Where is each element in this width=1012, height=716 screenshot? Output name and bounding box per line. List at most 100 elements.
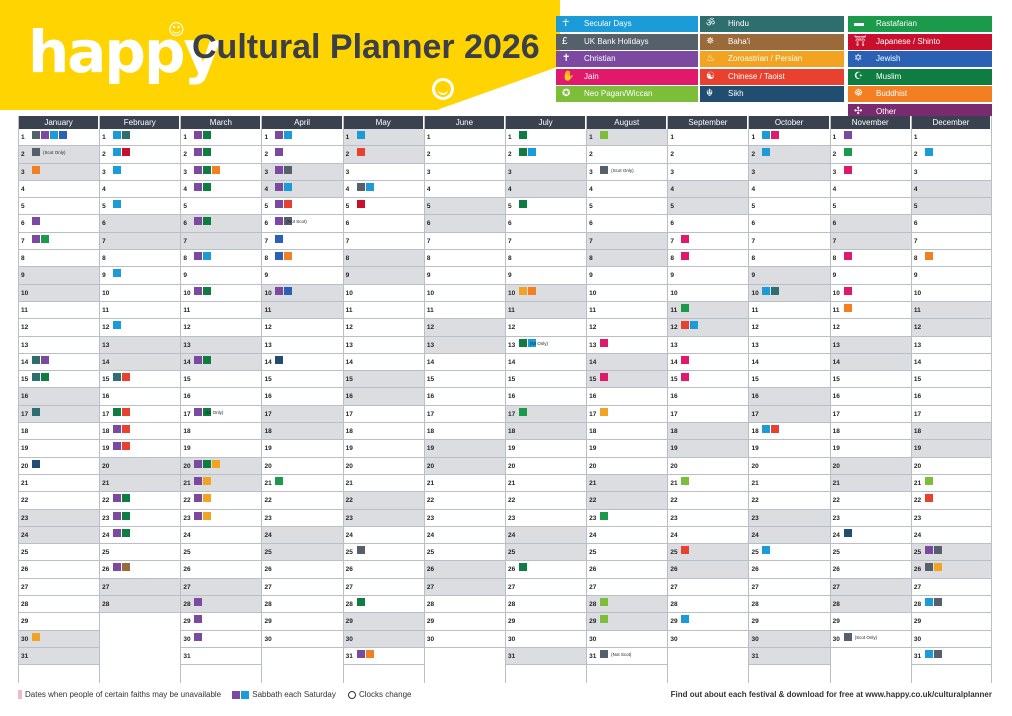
day-cell[interactable]: 23	[262, 510, 343, 527]
bank-event-icon[interactable]	[933, 598, 942, 607]
day-cell[interactable]: 8	[100, 250, 181, 268]
day-cell[interactable]: 15	[749, 371, 830, 389]
day-cell[interactable]: 9	[668, 267, 749, 285]
rasta-event-icon[interactable]	[41, 234, 49, 243]
day-cell[interactable]: 6	[749, 215, 830, 233]
day-cell[interactable]: 27	[911, 579, 991, 597]
day-cell[interactable]: 13	[830, 336, 911, 354]
buddhist-event-icon[interactable]	[365, 649, 374, 658]
day-cell[interactable]: 11	[181, 302, 262, 320]
day-cell[interactable]: 14	[668, 354, 749, 372]
day-cell[interactable]: 15	[505, 371, 587, 389]
day-cell[interactable]: 8	[587, 250, 668, 268]
day-cell[interactable]: 26	[181, 561, 262, 579]
christian-event-icon[interactable]	[32, 217, 40, 226]
muslim-event-icon[interactable]	[203, 165, 212, 174]
jewish-event-icon[interactable]	[59, 131, 67, 139]
day-cell[interactable]: 8	[262, 250, 343, 268]
christian-event-icon[interactable]	[843, 131, 852, 139]
secular-event-icon[interactable]	[284, 131, 293, 139]
christian-event-icon[interactable]	[194, 494, 203, 503]
muslim-event-icon[interactable]	[203, 217, 212, 226]
day-cell[interactable]: 6	[181, 215, 262, 233]
footer-link[interactable]: Find out about each festival & download …	[670, 690, 992, 699]
day-cell[interactable]: 3	[505, 163, 587, 181]
secular-event-icon[interactable]	[113, 165, 122, 174]
day-cell[interactable]: 11	[587, 302, 668, 320]
pagan-event-icon[interactable]	[681, 476, 690, 485]
hindu-event-icon[interactable]	[771, 286, 780, 295]
day-cell[interactable]: 25	[424, 544, 505, 562]
day-cell[interactable]: 12	[424, 319, 505, 337]
hindu-event-icon[interactable]	[32, 355, 40, 364]
christian-event-icon[interactable]	[275, 200, 284, 209]
day-cell[interactable]: 19	[181, 440, 262, 458]
muslim-event-icon[interactable]	[122, 511, 131, 520]
day-cell[interactable]: 14	[911, 354, 991, 372]
day-cell[interactable]: 15	[262, 371, 343, 389]
day-cell[interactable]: 3	[100, 164, 181, 181]
bank-event-icon[interactable]	[356, 546, 365, 555]
muslim-event-icon[interactable]	[518, 148, 527, 157]
day-cell[interactable]: 20	[424, 457, 505, 475]
day-cell[interactable]: 19	[343, 440, 424, 458]
day-cell[interactable]: 22	[181, 492, 262, 510]
day-cell[interactable]: 9	[262, 267, 343, 285]
day-cell[interactable]: 10	[424, 285, 505, 302]
day-cell[interactable]: 6	[911, 215, 991, 233]
day-cell[interactable]: 7	[100, 232, 181, 251]
secular-event-icon[interactable]	[203, 252, 212, 261]
jewish-event-icon[interactable]	[275, 234, 284, 243]
day-cell[interactable]: 21	[587, 474, 668, 493]
day-cell[interactable]: 22	[262, 492, 343, 510]
rasta-event-icon[interactable]	[275, 476, 284, 485]
day-cell[interactable]: 20	[830, 457, 911, 475]
day-cell[interactable]: 2	[262, 146, 343, 164]
day-cell[interactable]: 7	[749, 233, 830, 251]
day-cell[interactable]: 9	[19, 267, 100, 285]
day-cell[interactable]: 9	[424, 267, 505, 285]
day-cell[interactable]: 19	[830, 440, 911, 458]
day-cell[interactable]: 18	[262, 423, 343, 441]
christian-event-icon[interactable]	[194, 476, 203, 485]
day-cell[interactable]: 16	[181, 388, 262, 406]
christian-event-icon[interactable]	[194, 615, 203, 624]
day-cell[interactable]: 17	[262, 405, 343, 424]
day-cell[interactable]: 27	[505, 579, 587, 597]
day-cell[interactable]: 17	[911, 406, 991, 424]
day-cell[interactable]: 9	[587, 267, 668, 285]
day-cell[interactable]: 24	[19, 526, 100, 545]
day-cell[interactable]: 16	[587, 388, 668, 406]
day-cell[interactable]: 31	[911, 648, 991, 666]
day-cell[interactable]: 6	[343, 215, 424, 233]
day-cell[interactable]: 16	[749, 388, 830, 406]
muslim-event-icon[interactable]	[203, 148, 212, 157]
day-cell[interactable]: 19	[505, 440, 587, 458]
day-cell[interactable]: 6	[424, 215, 505, 233]
day-cell[interactable]: 30	[668, 631, 749, 648]
day-cell[interactable]: 26	[505, 561, 587, 579]
day-cell[interactable]: 27	[100, 578, 181, 597]
day-cell[interactable]: 11	[343, 302, 424, 320]
christian-event-icon[interactable]	[356, 649, 365, 658]
day-cell[interactable]: 22	[587, 492, 668, 510]
day-cell[interactable]: 28	[181, 596, 262, 614]
day-cell[interactable]: 24	[100, 527, 181, 545]
chinese-event-icon[interactable]	[122, 442, 131, 451]
day-cell[interactable]: 14	[505, 354, 587, 372]
day-cell[interactable]: 26	[424, 561, 505, 579]
day-cell[interactable]: 7	[343, 233, 424, 251]
day-cell[interactable]: 16	[100, 388, 181, 406]
day-cell[interactable]: 2	[587, 146, 668, 164]
day-cell[interactable]: 1	[424, 129, 505, 147]
day-cell[interactable]: 9	[749, 267, 830, 285]
muslim-event-icon[interactable]	[203, 355, 212, 364]
day-cell[interactable]: 21	[830, 474, 911, 493]
day-cell[interactable]: 10	[343, 285, 424, 302]
muslim-event-icon[interactable]	[518, 338, 527, 347]
buddhist-event-icon[interactable]	[843, 303, 852, 312]
day-cell[interactable]: 30	[911, 631, 991, 648]
day-cell[interactable]: 14	[100, 353, 181, 372]
day-cell[interactable]: 4	[424, 181, 505, 199]
day-cell[interactable]: 6 (Not Scot)	[262, 215, 343, 233]
